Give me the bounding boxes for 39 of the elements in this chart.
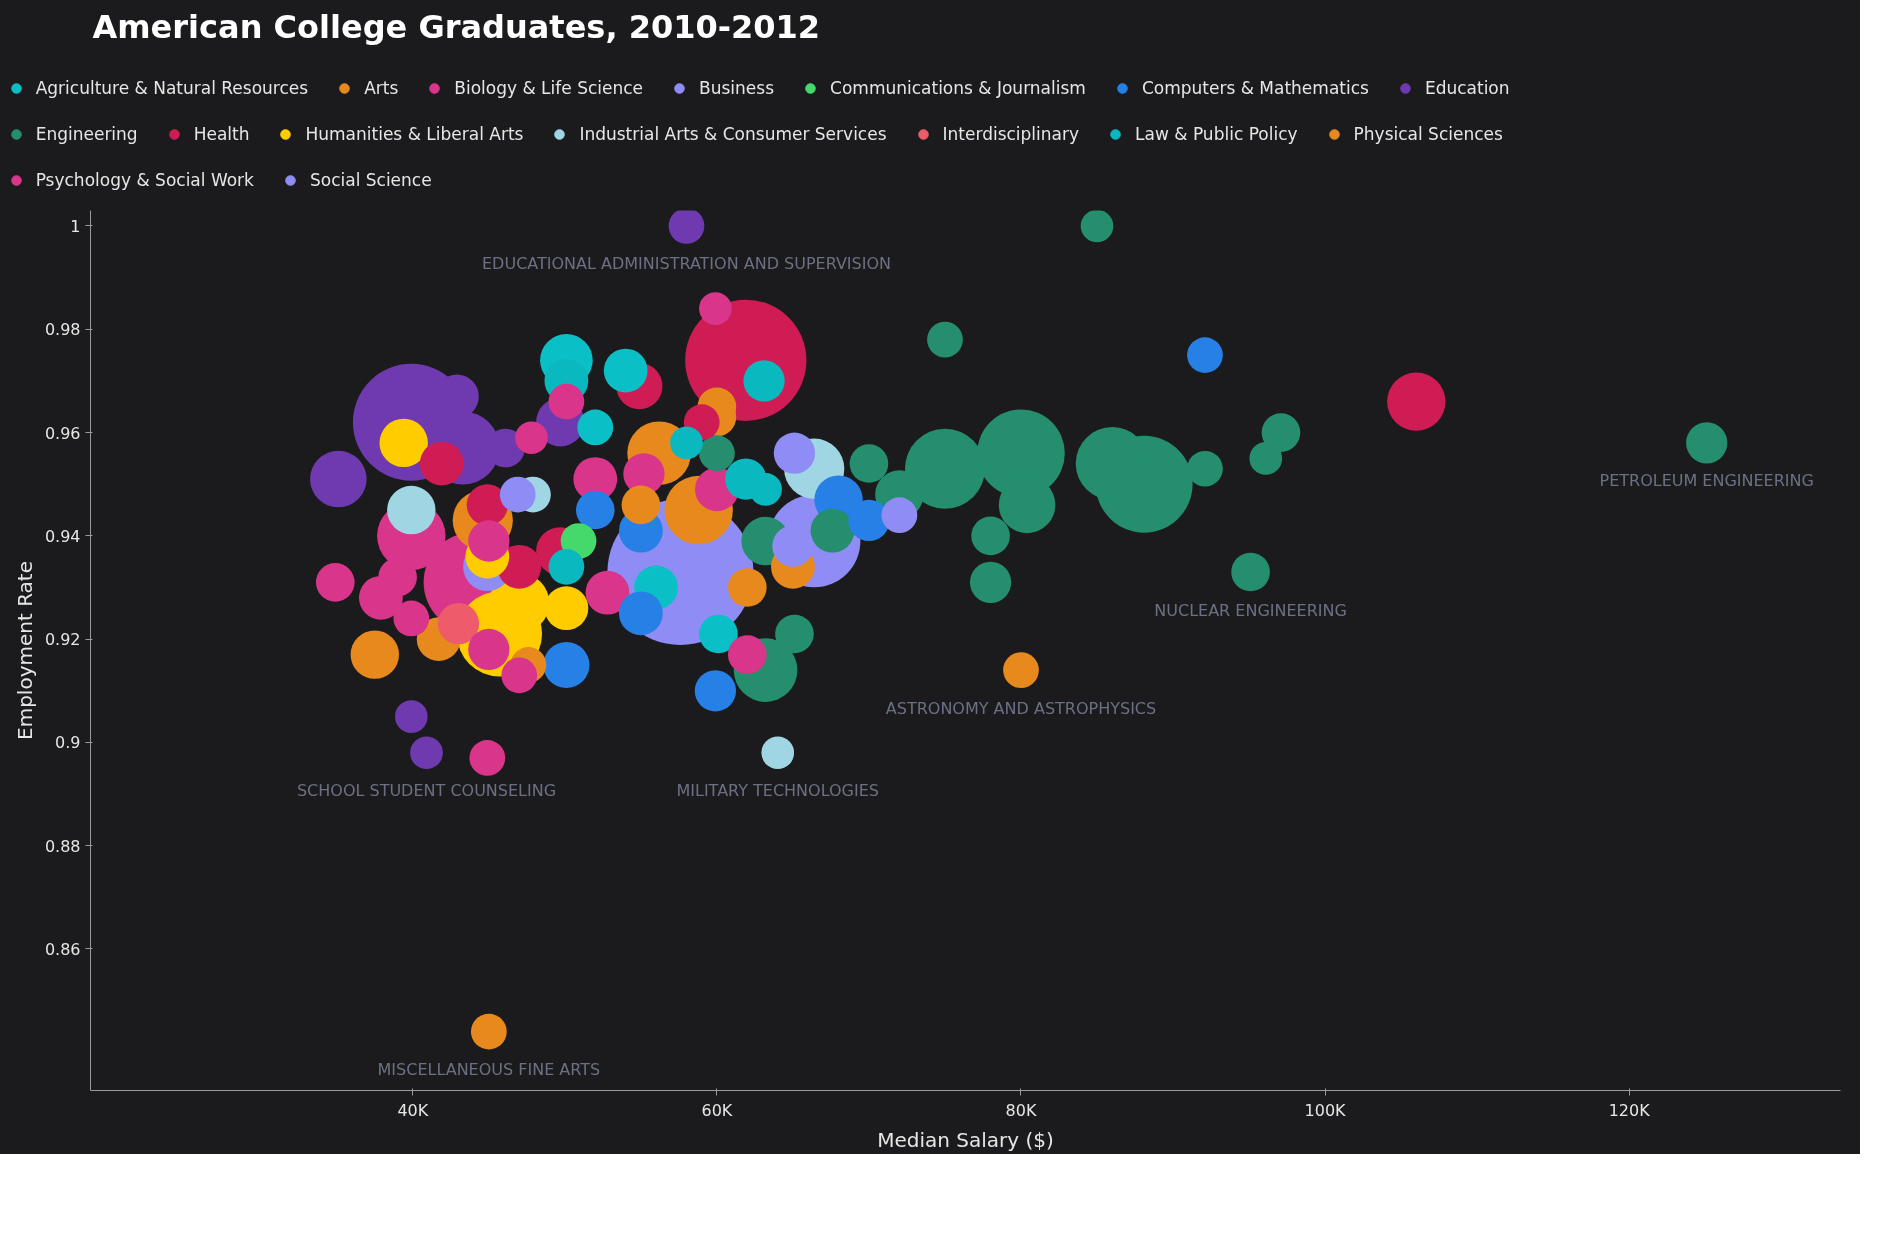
y-tick-label: 0.96 bbox=[44, 423, 81, 443]
x-tick-label: 100K bbox=[1304, 1100, 1347, 1120]
annotation: MILITARY TECHNOLOGIES bbox=[676, 781, 880, 801]
legend-label: Industrial Arts & Consumer Services bbox=[579, 124, 887, 144]
legend-label: Biology & Life Science bbox=[454, 78, 644, 98]
annotation: PETROLEUM ENGINEERING bbox=[1599, 471, 1814, 491]
legend-label: Psychology & Social Work bbox=[35, 170, 254, 190]
y-tick-label: 0.98 bbox=[44, 320, 81, 340]
y-tick-label: 0.88 bbox=[44, 836, 81, 856]
legend-label: Law & Public Policy bbox=[1135, 124, 1298, 144]
y-axis-title: Employment Rate bbox=[12, 561, 37, 740]
legend-label: Interdisciplinary bbox=[942, 124, 1080, 144]
legend-label: Humanities & Liberal Arts bbox=[305, 124, 524, 144]
annotation: SCHOOL STUDENT COUNSELING bbox=[296, 781, 557, 801]
annotation: ASTRONOMY AND ASTROPHYSICS bbox=[885, 698, 1157, 718]
legend-label: Arts bbox=[364, 78, 399, 98]
legend-label: Education bbox=[1424, 78, 1510, 98]
legend-label: Health bbox=[193, 124, 250, 144]
y-tick-label: 1 bbox=[70, 216, 81, 236]
legend-label: Social Science bbox=[309, 170, 432, 190]
y-tick-label: 0.86 bbox=[44, 940, 81, 959]
legend-label: Agriculture & Natural Resources bbox=[35, 78, 309, 98]
annotation: MISCELLANEOUS FINE ARTS bbox=[377, 1060, 601, 1080]
y-tick-label: 0.92 bbox=[44, 630, 81, 650]
legend-label: Communications & Journalism bbox=[830, 78, 1086, 98]
legend-label: Engineering bbox=[35, 124, 138, 144]
x-tick-label: 80K bbox=[1005, 1100, 1037, 1120]
x-tick-label: 120K bbox=[1608, 1100, 1651, 1120]
chart-title: American College Graduates, 2010-2012 bbox=[92, 7, 821, 46]
legend-label: Physical Sciences bbox=[1353, 124, 1503, 144]
annotation: EDUCATIONAL ADMINISTRATION AND SUPERVISION bbox=[481, 254, 892, 274]
x-tick-label: 60K bbox=[701, 1100, 733, 1120]
legend-label: Computers & Mathematics bbox=[1141, 78, 1369, 98]
annotation: NUCLEAR ENGINEERING bbox=[1154, 600, 1347, 620]
legend-label: Business bbox=[699, 78, 775, 98]
x-tick-label: 40K bbox=[397, 1100, 429, 1120]
x-axis-title: Median Salary ($) bbox=[877, 1127, 1054, 1152]
y-tick-label: 0.9 bbox=[55, 733, 81, 753]
y-tick-label: 0.94 bbox=[44, 526, 81, 546]
